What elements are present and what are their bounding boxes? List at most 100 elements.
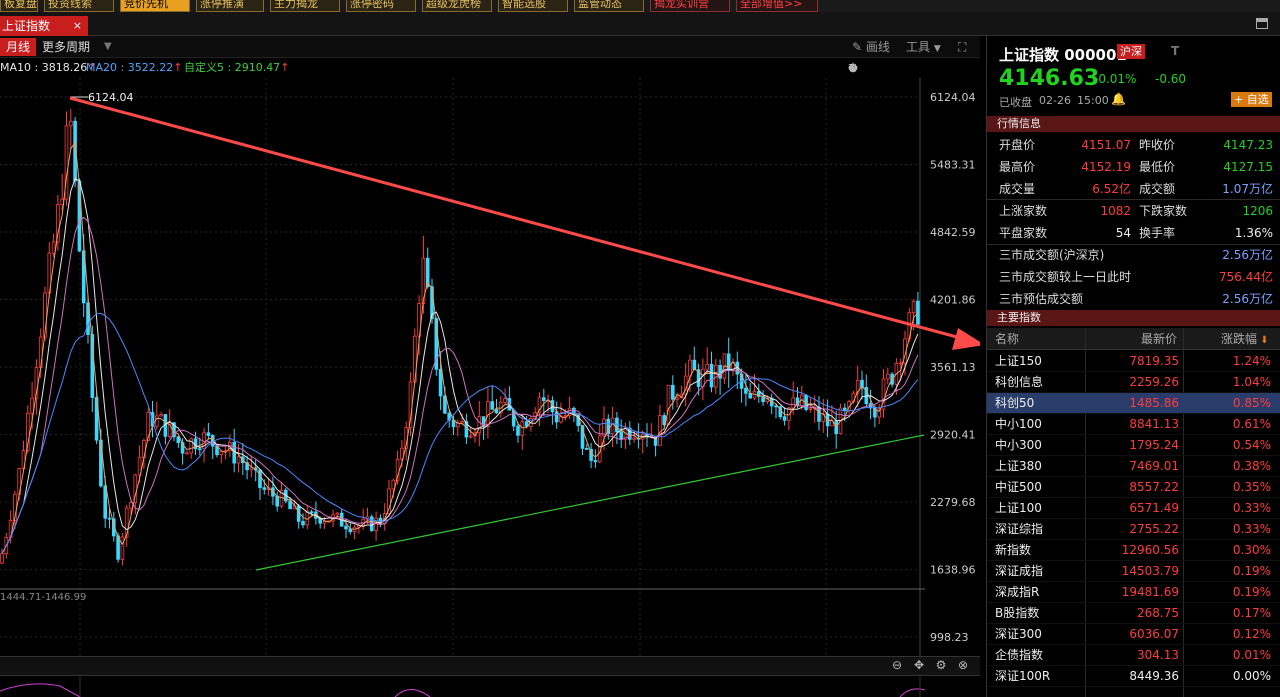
index-change-pct: 0.01%	[1232, 648, 1271, 662]
toolbar-button[interactable]: 板复盘	[0, 0, 38, 12]
gear-icon[interactable]: ⚙	[847, 61, 859, 75]
moving-average-line	[1, 312, 919, 554]
close-chart-icon[interactable]: ⊗	[847, 61, 859, 75]
candle-body	[275, 495, 279, 507]
candle-body	[855, 379, 860, 394]
tab-shanghai-index[interactable]: 上证指数 ×	[0, 16, 88, 36]
index-price: 8557.22	[1129, 480, 1179, 494]
candle-body	[90, 334, 95, 398]
col-name[interactable]: 名称	[995, 332, 1020, 346]
info-label: 下跌家数	[1139, 204, 1188, 218]
market-turnover-row: 三市预估成交额 2.56万亿	[987, 288, 1280, 310]
close-chart-icon[interactable]: ⊗	[957, 658, 969, 672]
col-price[interactable]: 最新价	[1141, 332, 1178, 346]
toolbar-button[interactable]: 全部增值>>	[736, 0, 818, 12]
toolbar-button[interactable]: 超级龙虎榜	[422, 0, 492, 12]
market-info-row: 上涨家数 1082 下跌家数 1206	[987, 200, 1280, 222]
zoom-out-icon[interactable]: ⊖	[847, 61, 859, 75]
t-icon[interactable]: T	[1171, 44, 1180, 58]
chevron-down-icon[interactable]: ▼	[104, 41, 112, 52]
candle-body	[696, 369, 701, 387]
zoom-in-icon[interactable]: ⊕	[847, 61, 859, 75]
index-row[interactable]: 中小100 8841.13 0.61%	[987, 414, 1280, 435]
index-price: 2755.22	[1129, 522, 1179, 536]
candle-body	[675, 397, 679, 400]
index-row[interactable]: 科创信息 2259.26 1.04%	[987, 372, 1280, 393]
index-row[interactable]: B股指数 268.75 0.17%	[987, 603, 1280, 624]
add-favorite-button[interactable]: + 自选	[1231, 92, 1272, 107]
candle-body	[51, 241, 56, 254]
index-row[interactable]: 科创50 1485.86 0.85%	[987, 393, 1280, 414]
zoom-out-icon[interactable]: ⊖	[891, 658, 903, 672]
toolbar-button[interactable]: 监管动态	[574, 0, 644, 12]
index-change-pct: 0.17%	[1232, 606, 1271, 620]
candle-body	[236, 456, 241, 464]
candle-body	[129, 502, 133, 509]
fullscreen-icon[interactable]: ⛶	[958, 40, 967, 54]
index-price: 2259.26	[1129, 375, 1179, 389]
index-name: 深成指R	[995, 585, 1040, 599]
support-trendline[interactable]	[255, 434, 925, 571]
chevron-down-icon: ▼	[933, 44, 941, 54]
moving-average-line	[1, 178, 919, 554]
index-row[interactable]: 上证380 7469.01 0.38%	[987, 456, 1280, 477]
index-name: 中小300	[995, 438, 1042, 452]
more-periods-button[interactable]: 更多周期	[42, 40, 91, 54]
index-name: 深证300	[995, 627, 1042, 641]
candle-body	[460, 421, 464, 424]
candle-body	[400, 447, 404, 460]
candle-body	[718, 364, 722, 379]
indicator-line	[0, 683, 81, 697]
indicator-line	[899, 688, 926, 697]
index-row[interactable]: 深成指R 19481.69 0.19%	[987, 582, 1280, 603]
index-row[interactable]: 企债指数 304.13 0.01%	[987, 645, 1280, 666]
toolbar-button[interactable]: 竞价先机	[120, 0, 190, 12]
index-row[interactable]: 新指数 12960.56 0.30%	[987, 540, 1280, 561]
index-row[interactable]: 深证成指 14503.79 0.19%	[987, 561, 1280, 582]
refresh-icon[interactable]: ↻	[847, 61, 859, 75]
candle-body	[653, 435, 658, 446]
indicator-subchart[interactable]	[0, 676, 980, 697]
tools-menu-button[interactable]: 工具 ▼	[906, 39, 941, 57]
candle-body	[881, 378, 886, 410]
y-tick-label: 2279.68	[930, 496, 976, 509]
index-row[interactable]: 中证500 8557.22 0.35%	[987, 477, 1280, 498]
toolbar-button[interactable]: 涨停推演	[196, 0, 264, 12]
info-label: 上涨家数	[999, 204, 1048, 218]
toolbar-button[interactable]: 涨停密码	[346, 0, 416, 12]
info-label: 最高价	[999, 160, 1036, 174]
sort-down-icon: ⬇	[1257, 335, 1269, 346]
index-row[interactable]: 中小300 1795.24 0.54%	[987, 435, 1280, 456]
bell-icon[interactable]: 🔔	[1111, 92, 1126, 106]
market-info-row: 平盘家数 54 换手率 1.36%	[987, 222, 1280, 244]
resistance-trendline-arrow[interactable]	[69, 96, 969, 342]
index-row[interactable]: 上证150 7819.35 1.24%	[987, 351, 1280, 372]
info-label: 平盘家数	[999, 226, 1048, 240]
index-row[interactable]: 上证100 6571.49 0.33%	[987, 498, 1280, 519]
toolbar-button[interactable]: 投资线索	[44, 0, 114, 12]
toolbar-button[interactable]: 主力揭龙	[270, 0, 340, 12]
candle-body	[580, 425, 585, 449]
index-price: 8841.13	[1129, 417, 1179, 431]
index-row[interactable]: 深证100R 8449.36 0.00%	[987, 666, 1280, 687]
period-monthly-button[interactable]: 月线	[0, 38, 36, 56]
change-value: -0.60	[1155, 72, 1187, 86]
tab-bar: 上证指数 ×	[0, 12, 1280, 36]
candle-body	[516, 425, 520, 436]
move-icon[interactable]: ✥	[847, 61, 859, 75]
draw-line-button[interactable]: ✎ 画线	[852, 39, 890, 55]
candle-body	[64, 125, 69, 200]
kline-chart[interactable]: 6124.04 5483.31 4842.59 4201.86 3561.13 2920.…	[0, 78, 980, 656]
index-change-pct: 0.33%	[1232, 501, 1271, 515]
column-divider	[1085, 328, 1086, 697]
close-icon[interactable]: ×	[72, 19, 82, 32]
toolbar-button[interactable]: 揭龙实训营	[650, 0, 730, 12]
gear-icon[interactable]: ⚙	[935, 658, 947, 672]
index-row[interactable]: 深证300 6036.07 0.12%	[987, 624, 1280, 645]
candle-body	[124, 507, 129, 538]
toolbar-button[interactable]: 智能选股	[498, 0, 568, 12]
index-row[interactable]: 深证综指 2755.22 0.33%	[987, 519, 1280, 540]
move-icon[interactable]: ✥	[913, 658, 925, 672]
col-pct[interactable]: 涨跌幅 ⬇	[1221, 332, 1269, 346]
window-minimize-icon[interactable]	[1256, 18, 1268, 29]
